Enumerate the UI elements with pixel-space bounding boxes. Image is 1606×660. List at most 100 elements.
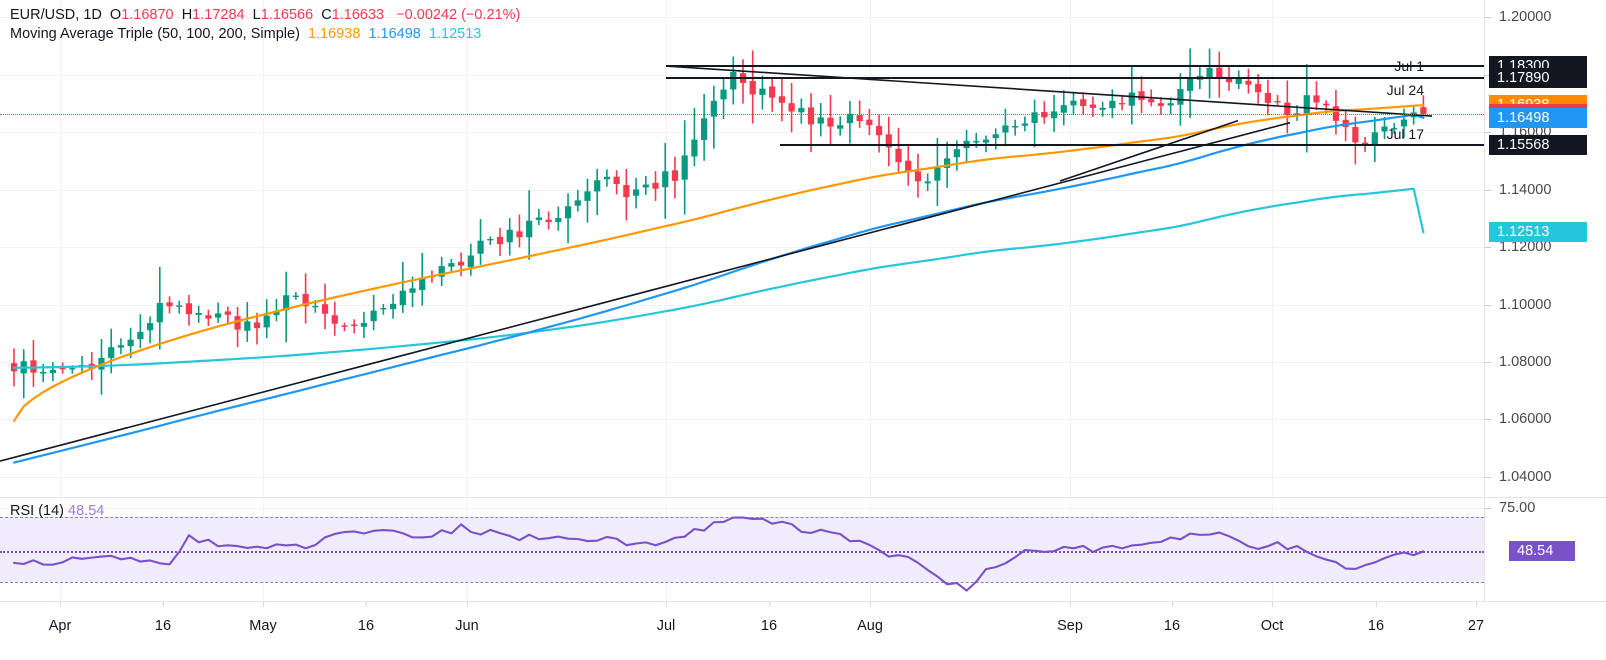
- price-tick-label: 1.14000: [1499, 181, 1552, 198]
- candle-body: [603, 176, 611, 180]
- candle-body: [934, 167, 941, 181]
- horizontal-gridline: [0, 419, 1484, 420]
- price-badge-support-1[interactable]: 1.15568: [1489, 134, 1587, 155]
- rsi-current-line: [0, 551, 1484, 554]
- candle-body: [691, 139, 698, 157]
- candle-body: [710, 100, 717, 117]
- candle-body: [1216, 67, 1223, 79]
- candle-body: [1021, 123, 1028, 126]
- time-tick-stub: [163, 602, 164, 607]
- resistance-line-lower[interactable]: [666, 76, 1484, 79]
- candle-body: [671, 170, 679, 181]
- pane-separator: [0, 497, 1606, 498]
- candle-body: [263, 315, 270, 328]
- candle-body: [389, 303, 397, 310]
- candle-body: [1255, 83, 1262, 93]
- price-tick: 1.20000: [1485, 8, 1606, 26]
- candle-body: [1138, 91, 1145, 101]
- rsi-line: [12, 516, 1425, 592]
- candle-body: [360, 322, 368, 327]
- time-tick-stub: [769, 602, 770, 607]
- horizontal-gridline: [0, 247, 1484, 248]
- candle-body: [409, 288, 416, 293]
- candle-body: [827, 117, 834, 127]
- candle-body: [1167, 103, 1174, 106]
- candle-body: [1371, 132, 1378, 145]
- price-pane[interactable]: Jul 1 Jul 24 Jul 17: [0, 0, 1484, 497]
- candle-body: [807, 107, 815, 125]
- date-label-jul-17: Jul 17: [1386, 125, 1424, 142]
- candle-body: [1060, 105, 1067, 113]
- resistance-line-upper[interactable]: [666, 65, 1484, 68]
- rsi-legend: RSI (14) 48.54: [10, 503, 104, 519]
- candle-body: [302, 293, 309, 307]
- candle-body: [749, 80, 756, 95]
- candle-body: [448, 263, 455, 267]
- candle-body: [351, 324, 358, 326]
- candle-body: [127, 339, 134, 347]
- price-tick-label: 1.20000: [1499, 9, 1552, 26]
- time-tick-stub: [366, 602, 367, 607]
- candle-body: [69, 368, 76, 370]
- candle-body: [788, 103, 795, 112]
- candle-body: [59, 367, 66, 370]
- candle-body: [117, 345, 125, 348]
- price-tick: 1.10000: [1485, 296, 1606, 314]
- candle-body: [1323, 103, 1330, 106]
- drawing-tools: [0, 65, 1433, 462]
- price-tick: 1.04000: [1485, 468, 1606, 486]
- price-badge-resistance-2[interactable]: 1.17890: [1489, 67, 1587, 88]
- price-tick-stub: [1485, 476, 1491, 478]
- price-scale[interactable]: 1.200001.180001.160001.140001.120001.100…: [1484, 0, 1606, 601]
- horizontal-gridline: [0, 132, 1484, 133]
- candle-body: [846, 113, 854, 124]
- trendline-rising-major: [0, 121, 1291, 462]
- vertical-gridline: [263, 0, 264, 497]
- candle-body: [594, 180, 601, 192]
- candle-body: [535, 217, 542, 221]
- candle-body: [953, 149, 960, 158]
- candle-body: [1157, 103, 1165, 106]
- candle-body: [292, 295, 299, 298]
- candle-body: [399, 290, 406, 306]
- time-tick-label: May: [249, 618, 277, 634]
- candle-body: [769, 86, 776, 98]
- candle-body: [370, 310, 377, 322]
- candle-body: [662, 171, 669, 188]
- time-tick-label: Jul: [656, 618, 676, 634]
- candle-body: [1031, 112, 1038, 123]
- support-line[interactable]: [780, 143, 1484, 146]
- price-badge-ma100[interactable]: 1.16498: [1489, 107, 1587, 128]
- candle-body: [526, 220, 533, 238]
- candle-body: [516, 231, 523, 238]
- price-tick-stub: [1485, 132, 1491, 134]
- rsi-pane[interactable]: RSI (14) 48.54: [0, 497, 1484, 601]
- candle-body: [584, 191, 591, 201]
- candle-body: [1245, 80, 1252, 85]
- candle-body: [487, 238, 494, 241]
- price-badge-ma200[interactable]: 1.12513: [1489, 222, 1587, 243]
- candle-body: [1099, 107, 1106, 110]
- date-label-jul-1: Jul 1: [1394, 58, 1424, 75]
- time-tick-stub: [1272, 602, 1273, 607]
- candle-body: [1109, 100, 1116, 109]
- price-tick-stub: [1485, 74, 1491, 76]
- candle-body: [730, 71, 737, 90]
- candle-body: [176, 305, 183, 307]
- time-tick-label: 16: [154, 618, 172, 634]
- candle-body: [905, 160, 912, 172]
- candle-body: [944, 158, 951, 168]
- candle-body: [419, 277, 426, 291]
- price-tick-stub: [1485, 17, 1491, 19]
- time-tick-stub: [666, 602, 667, 607]
- horizontal-gridline: [0, 305, 1484, 306]
- time-tick-label: Sep: [1057, 618, 1083, 634]
- time-tick-label: 16: [1163, 618, 1181, 634]
- rsi-value: 48.54: [68, 503, 105, 519]
- rsi-tick-label: 75.00: [1499, 500, 1536, 517]
- time-scale[interactable]: Apr 16 May 16 Jun Jul 16 Aug Sep 16 Oct 16 27: [0, 601, 1606, 660]
- candle-body: [1400, 119, 1408, 127]
- candle-body: [496, 236, 504, 245]
- candle-body: [215, 313, 222, 318]
- rsi-value-badge[interactable]: 48.54: [1509, 541, 1575, 562]
